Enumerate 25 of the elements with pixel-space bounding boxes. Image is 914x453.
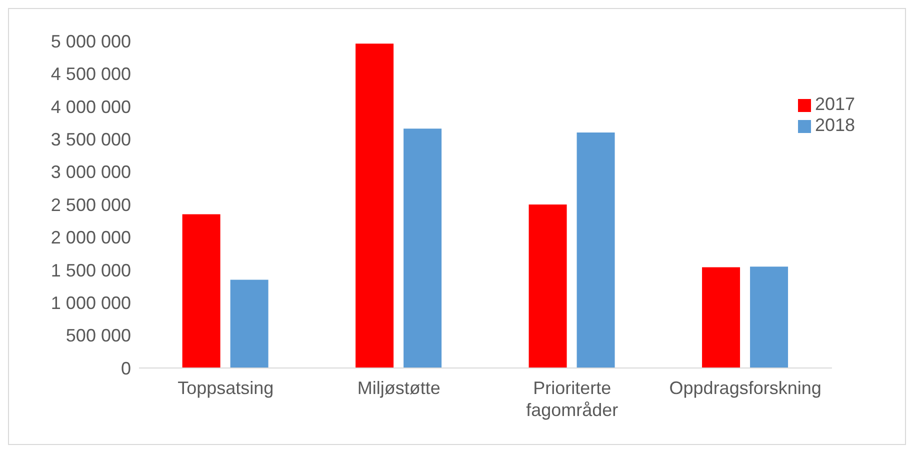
y-tick-label: 500 000 (66, 326, 131, 346)
bar (356, 44, 394, 368)
y-tick-label: 2 000 000 (50, 228, 131, 248)
y-tick-label: 5 000 000 (50, 31, 131, 52)
legend-label: 2017 (814, 94, 855, 114)
bar (576, 132, 615, 368)
x-tick-label: Toppsatsing (178, 378, 274, 398)
bar (702, 267, 740, 368)
bar (182, 214, 220, 368)
y-tick-label: 3 000 000 (50, 162, 131, 182)
y-tick-label: 1 000 000 (50, 292, 131, 313)
x-tick-label: Miljøstøtte (357, 378, 440, 398)
y-tick-label: 1 500 000 (50, 260, 131, 280)
y-tick-label: 4 000 000 (50, 96, 131, 117)
y-tick-label: 2 500 000 (50, 194, 131, 215)
bar (750, 266, 788, 368)
bar (230, 280, 268, 368)
x-tick-label: Prioriterte fagområder (526, 378, 618, 420)
legend-label: 2018 (814, 115, 855, 135)
bar (404, 128, 442, 368)
bar (528, 204, 567, 368)
y-tick-label: 3 500 000 (50, 129, 131, 150)
y-tick-label: 0 (120, 358, 131, 378)
y-tick-label: 4 500 000 (50, 64, 131, 84)
x-tick-label: Oppdragsforskning (669, 378, 822, 398)
